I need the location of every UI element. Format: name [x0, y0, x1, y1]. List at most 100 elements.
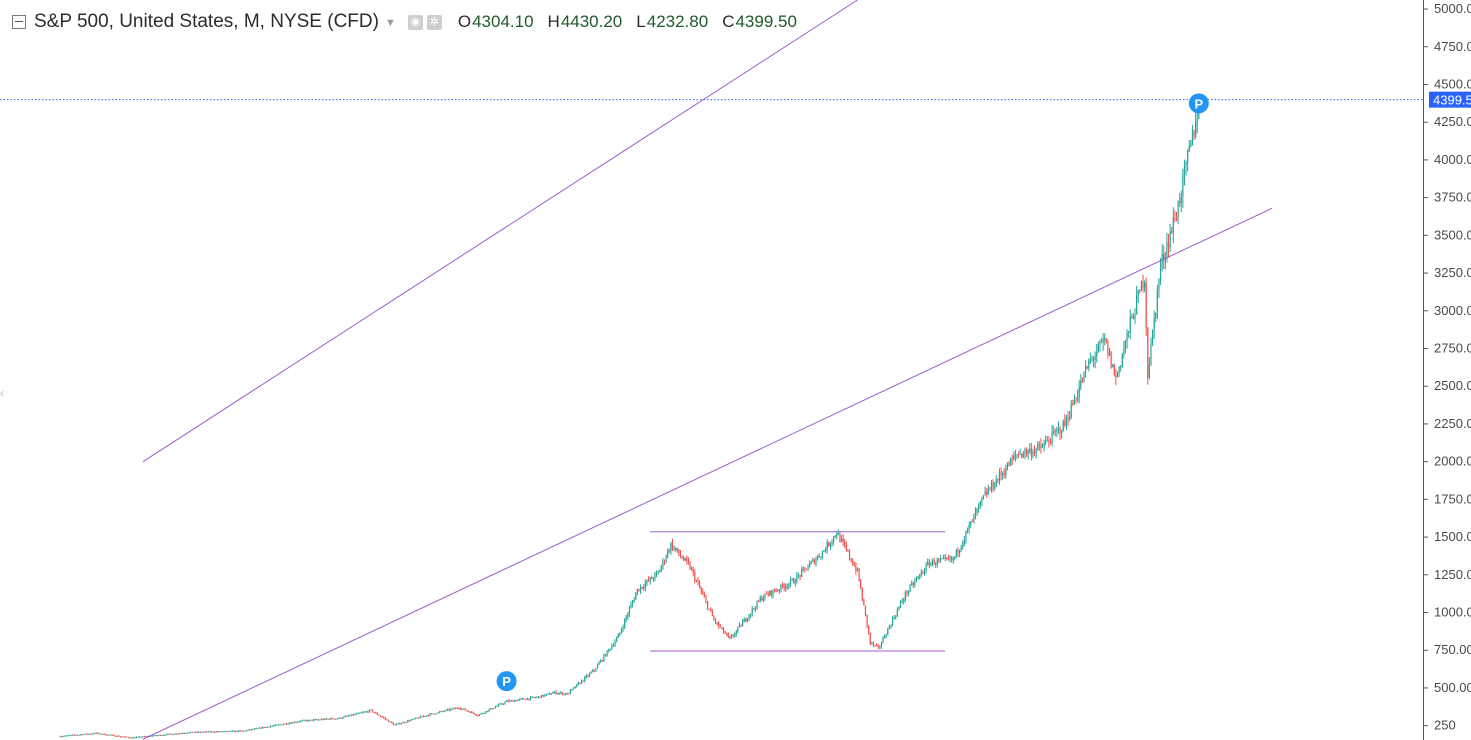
candle-down[interactable]	[123, 736, 125, 738]
candle-up[interactable]	[320, 719, 323, 721]
candle-down[interactable]	[641, 586, 643, 588]
candle-up[interactable]	[614, 641, 616, 646]
candle-up[interactable]	[493, 708, 495, 710]
candle-up[interactable]	[1188, 145, 1190, 151]
candle-up[interactable]	[1005, 469, 1007, 475]
candle-up[interactable]	[1158, 279, 1160, 290]
candle-down[interactable]	[1179, 201, 1181, 204]
candle-down[interactable]	[81, 734, 83, 736]
candle-up[interactable]	[958, 549, 961, 554]
candle-up[interactable]	[72, 734, 74, 736]
candle-up[interactable]	[998, 472, 1001, 481]
candle-up[interactable]	[748, 615, 750, 620]
candle-up[interactable]	[590, 672, 592, 674]
candle-up[interactable]	[183, 733, 186, 735]
candle-down[interactable]	[852, 561, 854, 565]
candle-up[interactable]	[785, 586, 787, 589]
candle-down[interactable]	[175, 733, 178, 735]
candle-up[interactable]	[410, 719, 412, 722]
candle-up[interactable]	[65, 735, 67, 737]
candle-down[interactable]	[986, 491, 988, 495]
candle-up[interactable]	[76, 734, 79, 736]
candle-down[interactable]	[1175, 219, 1178, 221]
candle-up[interactable]	[1104, 338, 1106, 340]
candle-up[interactable]	[716, 622, 718, 624]
candle-down[interactable]	[86, 733, 88, 735]
candle-up[interactable]	[909, 585, 911, 591]
candle-down[interactable]	[938, 559, 940, 561]
candle-up[interactable]	[300, 720, 302, 722]
candle-down[interactable]	[373, 712, 375, 714]
candle-down[interactable]	[971, 521, 973, 523]
candle-down[interactable]	[73, 734, 75, 736]
candle-up[interactable]	[207, 731, 209, 733]
candle-up[interactable]	[531, 696, 533, 698]
candle-up[interactable]	[188, 732, 190, 734]
candle-down[interactable]	[392, 722, 394, 725]
candle-up[interactable]	[1169, 231, 1171, 248]
candle-up[interactable]	[502, 703, 505, 705]
candle-down[interactable]	[120, 736, 122, 738]
candle-down[interactable]	[464, 708, 466, 711]
candle-up[interactable]	[419, 716, 422, 719]
candle-up[interactable]	[324, 718, 326, 720]
candle-up[interactable]	[142, 736, 144, 738]
candle-down[interactable]	[132, 737, 134, 739]
candle-up[interactable]	[654, 573, 656, 579]
candle-down[interactable]	[1011, 458, 1013, 460]
candle-down[interactable]	[394, 724, 396, 726]
candle-up[interactable]	[670, 542, 672, 552]
candle-down[interactable]	[864, 605, 867, 615]
candle-up[interactable]	[400, 723, 402, 725]
candle-down[interactable]	[1017, 454, 1020, 456]
candle-up[interactable]	[963, 539, 965, 544]
candle-up[interactable]	[537, 696, 540, 698]
candle-up[interactable]	[734, 634, 736, 637]
candle-up[interactable]	[202, 731, 205, 733]
candle-down[interactable]	[555, 691, 557, 694]
candle-up[interactable]	[1061, 431, 1063, 434]
candle-down[interactable]	[877, 645, 879, 647]
candle-up[interactable]	[407, 720, 409, 723]
candle-down[interactable]	[861, 588, 863, 600]
candle-up[interactable]	[544, 694, 546, 697]
candle-up[interactable]	[1121, 354, 1123, 366]
candle-down[interactable]	[579, 683, 581, 685]
candle-up[interactable]	[193, 732, 195, 734]
candle-down[interactable]	[1113, 364, 1115, 376]
candle-down[interactable]	[1067, 416, 1069, 421]
candle-down[interactable]	[847, 549, 849, 552]
candle-up[interactable]	[627, 614, 629, 617]
candle-up[interactable]	[92, 733, 95, 735]
candle-down[interactable]	[159, 734, 162, 736]
candle-down[interactable]	[1171, 231, 1173, 233]
candle-up[interactable]	[116, 735, 119, 737]
candle-down[interactable]	[491, 708, 493, 710]
candle-up[interactable]	[643, 587, 645, 589]
candle-down[interactable]	[714, 619, 717, 623]
candle-up[interactable]	[478, 714, 481, 716]
candle-down[interactable]	[604, 654, 607, 657]
candle-up[interactable]	[553, 691, 556, 693]
candle-up[interactable]	[1010, 458, 1012, 467]
candle-up[interactable]	[145, 736, 147, 738]
candle-up[interactable]	[676, 549, 678, 551]
candle-up[interactable]	[657, 572, 659, 574]
candle-up[interactable]	[269, 726, 272, 728]
candle-down[interactable]	[561, 692, 564, 695]
candle-down[interactable]	[721, 627, 723, 629]
candle-up[interactable]	[1172, 217, 1174, 233]
candle-up[interactable]	[1191, 130, 1194, 144]
candle-down[interactable]	[922, 572, 924, 574]
candle-up[interactable]	[619, 632, 621, 635]
candle-up[interactable]	[439, 711, 441, 713]
candle-up[interactable]	[772, 589, 774, 596]
candle-up[interactable]	[836, 534, 838, 537]
candle-up[interactable]	[518, 699, 520, 701]
candle-down[interactable]	[675, 547, 677, 550]
candle-up[interactable]	[895, 615, 897, 618]
candle-down[interactable]	[367, 711, 369, 713]
candle-up[interactable]	[78, 734, 80, 736]
candle-up[interactable]	[356, 713, 358, 715]
candle-up[interactable]	[777, 590, 779, 592]
